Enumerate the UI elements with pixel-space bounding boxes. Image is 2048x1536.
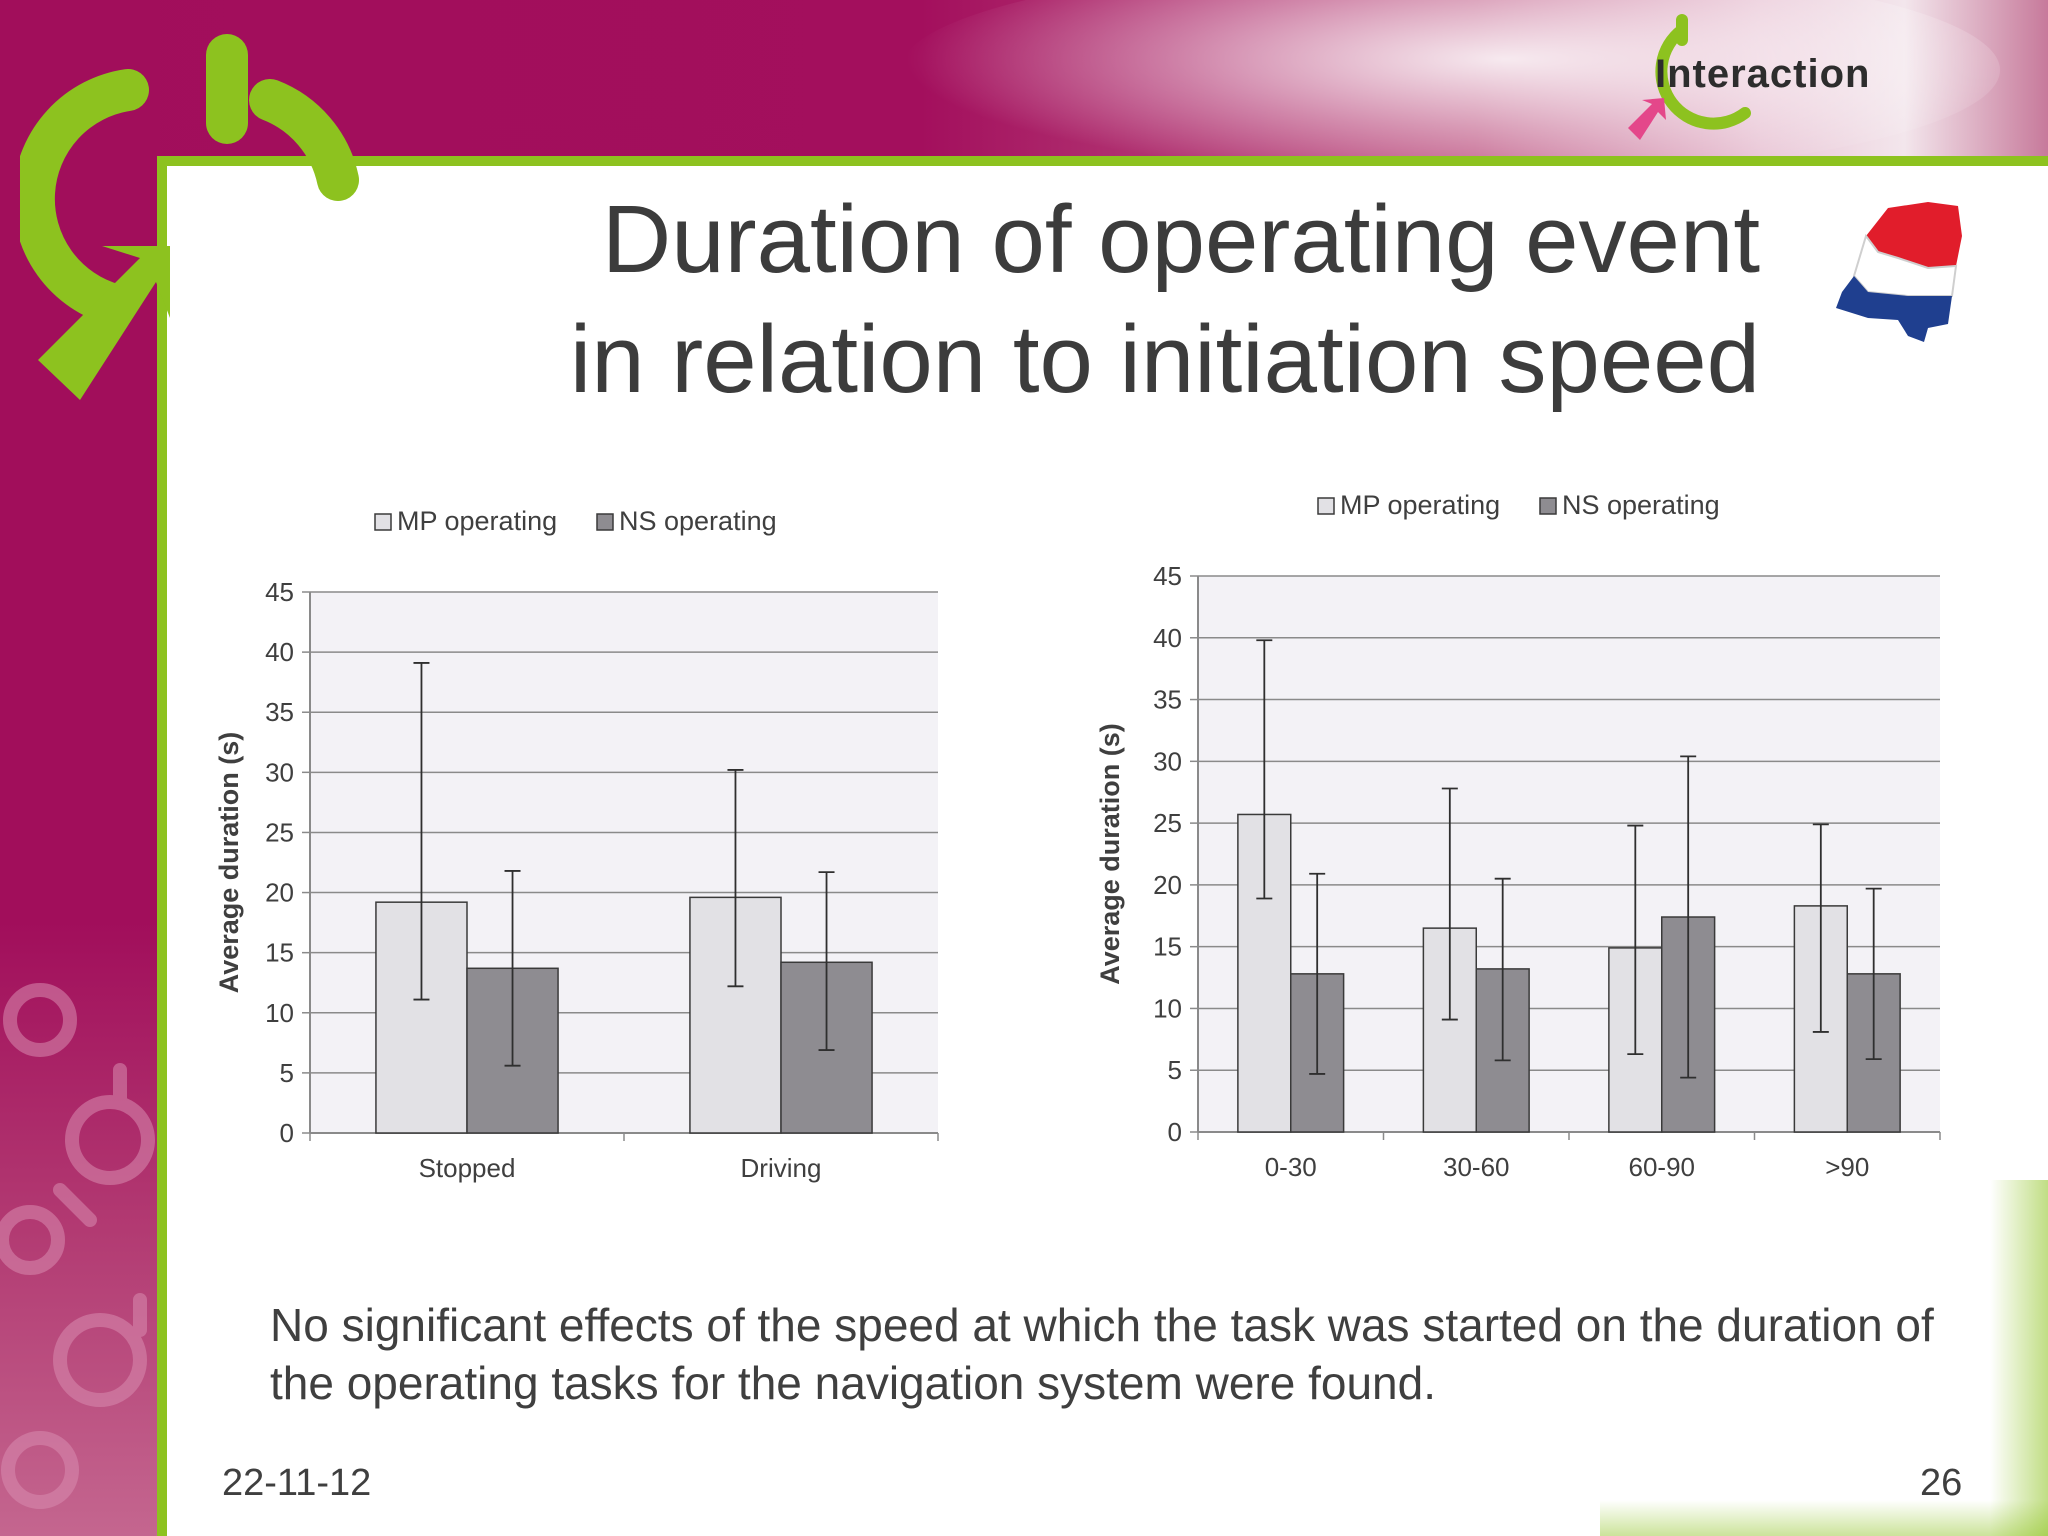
y-tick-label: 30 (265, 757, 294, 787)
green-top-line (160, 156, 2048, 166)
y-tick-label: 15 (265, 938, 294, 968)
y-tick-label: 35 (265, 697, 294, 727)
chart-initiation-speed: 0 5 10 15 20 25 30 35 40 45 0-30 30-60 60-90 >90 Avera… (1095, 490, 1941, 1182)
header-glow (900, 0, 2000, 180)
y-tick-label: 15 (1153, 932, 1182, 962)
x-tick-label: >90 (1825, 1152, 1869, 1182)
green-left-line (157, 156, 167, 1536)
footer-date: 22-11-12 (222, 1462, 372, 1504)
y-tick-label: 10 (265, 998, 294, 1028)
y-tick-label: 10 (1153, 993, 1182, 1023)
legend-label: NS operating (1562, 490, 1720, 520)
y-tick-label: 25 (265, 817, 294, 847)
decorative-pattern (0, 983, 155, 1509)
y-tick-label: 5 (280, 1058, 294, 1088)
y-tick-label: 25 (1153, 808, 1182, 838)
slide-title: Duration of operating event in relation … (380, 180, 1760, 420)
y-tick-label: 20 (1153, 870, 1182, 900)
legend-label: NS operating (619, 506, 777, 536)
legend-swatch (596, 513, 614, 531)
y-axis-label: Average duration (s) (214, 732, 244, 994)
y-tick-label: 45 (1153, 561, 1182, 591)
x-tick-label: 60-90 (1629, 1152, 1696, 1182)
chart-stopped-driving: 0 5 10 15 20 25 30 35 40 45 Stopped Driving Average … (214, 506, 939, 1183)
page-number: 26 (1920, 1462, 1963, 1504)
title-line-2: in relation to initiation speed (569, 306, 1760, 413)
title-line-1: Duration of operating event (601, 186, 1760, 293)
x-tick-label: 30-60 (1443, 1152, 1510, 1182)
logo-text: Interaction (1655, 52, 1871, 96)
y-tick-label: 35 (1153, 685, 1182, 715)
corner-accent-bottom (1600, 1500, 2048, 1536)
bullet-text: No significant effects of the speed at w… (270, 1299, 1934, 1409)
y-tick-label: 40 (265, 637, 294, 667)
y-tick-label: 20 (265, 878, 294, 908)
legend-swatch (1539, 497, 1557, 515)
y-tick-label: 0 (280, 1118, 294, 1148)
legend-swatch (374, 513, 392, 531)
y-axis-label: Average duration (s) (1095, 723, 1125, 985)
y-tick-label: 45 (265, 577, 294, 607)
corner-accent-right (1990, 1180, 2048, 1536)
x-tick-label: Stopped (419, 1153, 516, 1183)
legend-swatch (1317, 497, 1335, 515)
y-tick-label: 5 (1168, 1055, 1182, 1085)
interaction-logo-icon (1628, 14, 1751, 140)
power-logo-icon (20, 34, 359, 400)
y-tick-label: 40 (1153, 623, 1182, 653)
legend-label: MP operating (397, 506, 557, 536)
netherlands-map-icon (1836, 202, 1962, 342)
x-tick-label: Driving (741, 1153, 822, 1183)
x-tick-label: 0-30 (1265, 1152, 1317, 1182)
y-tick-label: 0 (1168, 1117, 1182, 1147)
y-tick-label: 30 (1153, 746, 1182, 776)
legend-label: MP operating (1340, 490, 1500, 520)
